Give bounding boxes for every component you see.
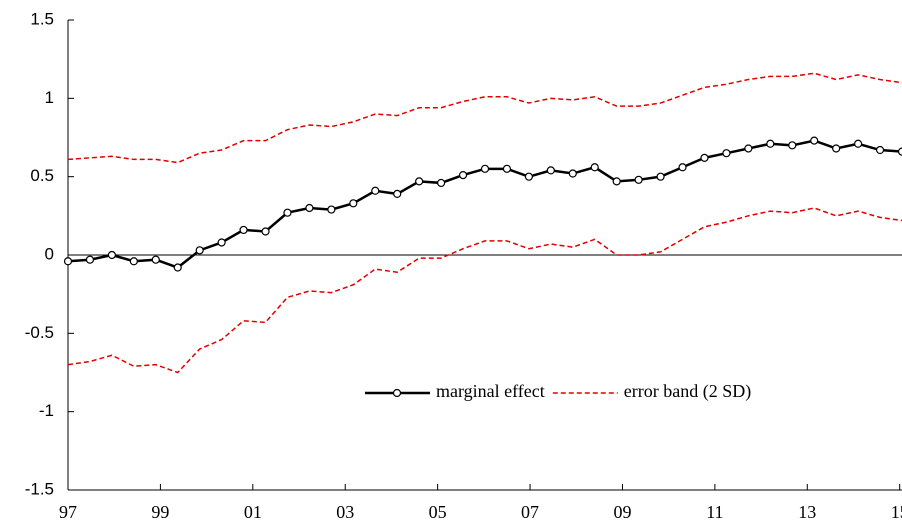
x-tick-label: 13 (798, 502, 816, 522)
point-marker (766, 139, 775, 148)
series-line (67, 207, 902, 374)
x-tick-label: 03 (336, 502, 354, 522)
legend-marker (392, 388, 402, 398)
point-marker (590, 163, 599, 172)
y-tick-label: -1.5 (25, 479, 54, 498)
series-line (67, 139, 902, 269)
point-marker (875, 145, 885, 155)
point-marker (854, 139, 863, 148)
point-marker (349, 199, 358, 208)
point-marker (744, 144, 753, 153)
point-marker (700, 153, 709, 162)
point-marker (217, 238, 226, 247)
x-tick-label: 99 (151, 502, 169, 522)
x-tick-label: 09 (613, 502, 631, 522)
point-marker (129, 257, 138, 266)
legend-label: marginal effect (436, 381, 545, 401)
x-tick-label: 01 (244, 502, 262, 522)
point-marker (151, 255, 160, 264)
point-marker (634, 175, 643, 184)
y-tick-label: 1.5 (30, 9, 54, 28)
point-marker (458, 171, 468, 180)
point-marker (810, 136, 819, 145)
point-marker (261, 227, 270, 236)
x-tick-label: 15 (891, 502, 902, 522)
point-marker (897, 147, 902, 156)
point-marker (173, 263, 182, 272)
legend-label: error band (2 SD) (624, 381, 751, 402)
series-line (67, 72, 902, 164)
point-marker (283, 208, 292, 217)
point-marker (722, 149, 731, 158)
point-marker (524, 172, 533, 181)
point-marker (480, 164, 490, 173)
point-marker (63, 257, 73, 266)
x-tick-label: 07 (521, 502, 539, 522)
point-marker (678, 163, 687, 172)
y-tick-label: 0 (45, 244, 54, 263)
point-marker (393, 189, 402, 198)
point-marker (305, 203, 314, 213)
point-marker (546, 166, 555, 175)
x-tick-label: 05 (429, 502, 447, 522)
y-tick-label: -1 (39, 401, 54, 420)
point-marker (195, 246, 204, 255)
point-marker (415, 177, 424, 186)
point-marker (502, 164, 512, 173)
y-tick-label: -0.5 (25, 323, 54, 342)
point-marker (832, 144, 841, 153)
point-marker (327, 205, 336, 214)
x-tick-label: 11 (706, 502, 723, 522)
point-marker (568, 169, 577, 178)
y-tick-label: 0.5 (30, 166, 54, 185)
point-marker (239, 225, 248, 235)
y-tick-label: 1 (45, 88, 54, 107)
point-marker (788, 141, 797, 150)
point-marker (85, 255, 95, 264)
x-tick-label: 97 (59, 502, 77, 522)
point-marker (437, 178, 446, 188)
point-marker (656, 172, 665, 181)
point-marker (612, 177, 621, 186)
point-marker (107, 250, 116, 260)
point-marker (371, 186, 380, 195)
